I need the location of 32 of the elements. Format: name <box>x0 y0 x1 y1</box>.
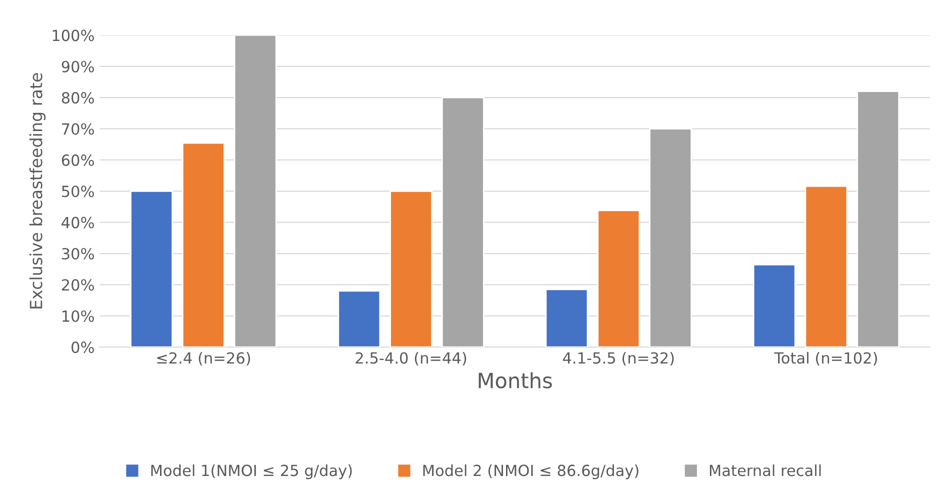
legend-label: Maternal recall <box>710 464 821 476</box>
y-tick-label: 30% <box>62 248 94 260</box>
bar <box>597 210 640 348</box>
bar <box>130 190 173 348</box>
y-tick-label: 20% <box>62 279 94 291</box>
bar <box>441 96 484 348</box>
y-tick-label: 90% <box>62 60 94 72</box>
y-tick-label: 50% <box>62 186 94 198</box>
legend-label: Model 1(NMOI ≤ 25 g/day) <box>151 464 352 480</box>
x-tick-label: 4.1-5.5 (n=32) <box>562 352 674 366</box>
bar <box>338 290 381 348</box>
y-tick-label: 60% <box>62 154 94 166</box>
y-axis-title: Exclusive breastfeeding rate <box>29 73 46 308</box>
y-tick-label: 40% <box>62 216 94 228</box>
bar <box>182 142 225 348</box>
y-tick-label: 100% <box>52 30 94 42</box>
bar <box>856 90 900 348</box>
y-tick-label: 80% <box>62 92 94 104</box>
bar <box>234 35 277 348</box>
bar <box>804 185 848 348</box>
y-tick-label: 70% <box>62 123 94 135</box>
y-tick-label: 0% <box>72 342 94 354</box>
x-tick-label: ≤2.4 (n=26) <box>157 352 250 366</box>
bar <box>390 190 432 348</box>
bar <box>752 264 796 348</box>
x-tick-label: 2.5-4.0 (n=44) <box>356 352 466 366</box>
x-axis-title: Months <box>478 372 552 388</box>
bar <box>545 288 588 348</box>
x-tick-label: Total (n=102) <box>774 352 877 366</box>
legend-label: Model 2 (NMOI ≤ 86.6g/day) <box>423 464 638 480</box>
bar <box>649 128 692 348</box>
y-tick-label: 10% <box>62 310 94 322</box>
